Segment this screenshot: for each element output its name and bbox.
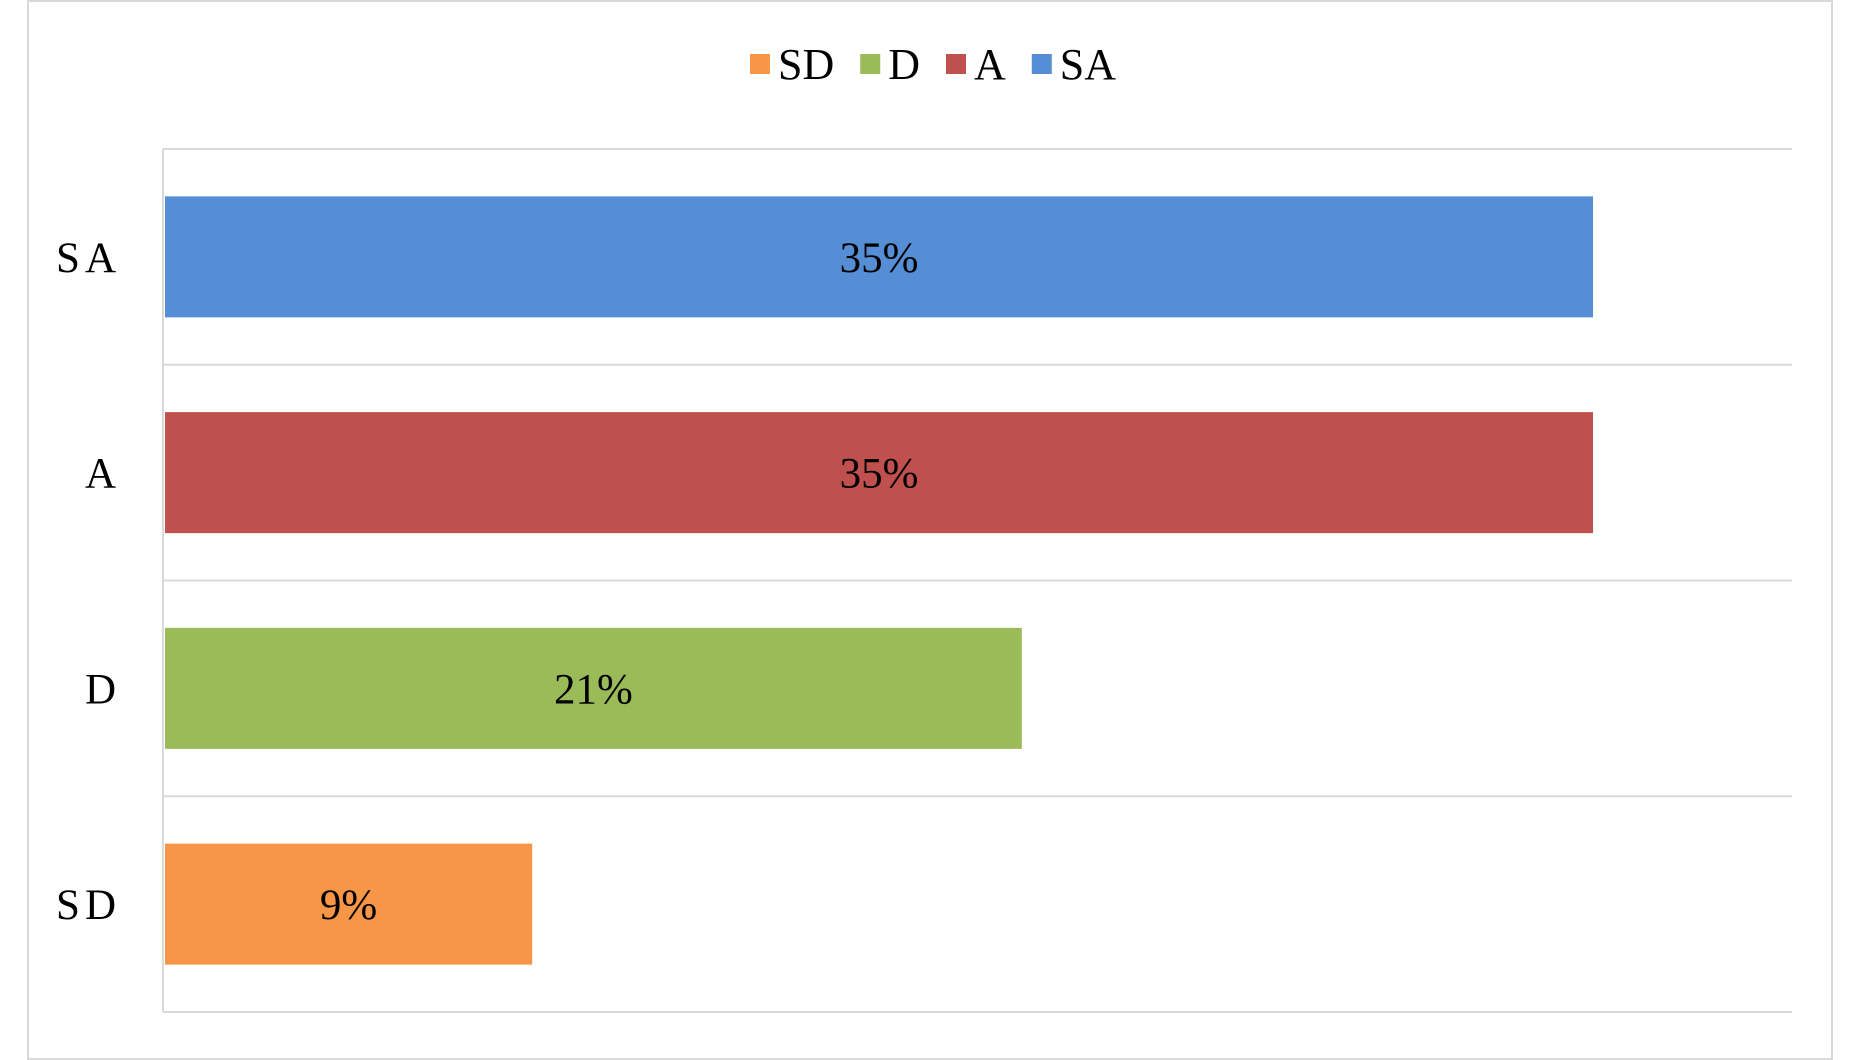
legend-swatch-sd: [749, 54, 770, 74]
data-label-sd: 9%: [320, 882, 377, 929]
category-label-d: D: [85, 666, 121, 713]
legend-label-sa: SA: [1060, 40, 1116, 89]
legend-swatch-d: [860, 54, 881, 74]
data-label-sa: 35%: [840, 235, 919, 282]
legend-label-sd: SD: [778, 40, 834, 89]
legend-label-d: D: [888, 40, 920, 89]
bar-a: [165, 412, 1593, 534]
plot-area: SA 35% A 35% D 21% SD 9%: [56, 148, 1792, 1013]
legend-swatch-a: [946, 54, 966, 74]
legend-label-a: A: [974, 40, 1006, 89]
legend-swatch-sa: [1031, 54, 1052, 74]
data-label-d: 21%: [554, 666, 633, 713]
bar-sa: [165, 196, 1593, 318]
category-label-sd: SD: [56, 882, 121, 929]
bar-sd: [165, 843, 533, 965]
legend: SD D A SA: [749, 40, 1116, 89]
category-label-a: A: [85, 451, 121, 498]
category-label-sa: SA: [56, 235, 121, 282]
bar-d: [165, 627, 1022, 749]
data-label-a: 35%: [840, 451, 919, 498]
